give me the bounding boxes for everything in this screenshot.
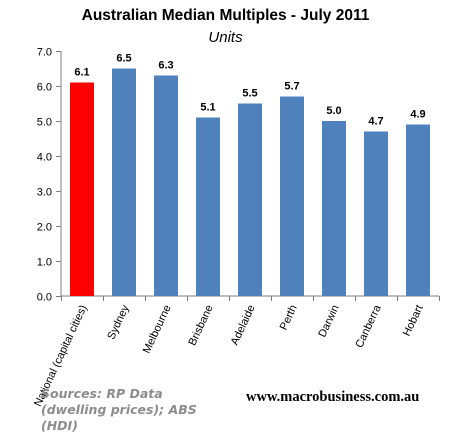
data-label: 4.7 bbox=[368, 116, 383, 128]
y-tick-label: 3.0 bbox=[37, 187, 52, 199]
bar bbox=[406, 124, 430, 296]
data-label: 5.7 bbox=[284, 81, 299, 93]
bar bbox=[364, 131, 388, 296]
y-tick-label: 0.0 bbox=[37, 292, 52, 304]
y-tick-label: 7.0 bbox=[37, 47, 52, 59]
data-label: 4.9 bbox=[410, 109, 425, 121]
category-label: Hobart bbox=[401, 303, 426, 338]
category-label: Darwin bbox=[316, 303, 341, 339]
data-label: 6.1 bbox=[74, 67, 89, 79]
category-label: Perth bbox=[278, 303, 300, 332]
category-label: Melbourne bbox=[141, 303, 174, 355]
data-label: 6.3 bbox=[158, 60, 173, 72]
bar bbox=[70, 82, 94, 296]
y-tick-label: 5.0 bbox=[37, 117, 52, 129]
data-label: 5.5 bbox=[242, 88, 257, 100]
bar bbox=[112, 68, 136, 296]
y-tick-label: 4.0 bbox=[37, 152, 52, 164]
data-label: 5.0 bbox=[326, 105, 341, 117]
bar bbox=[280, 96, 304, 296]
site-url: www.macrobusiness.com.au bbox=[246, 389, 420, 405]
source-note: Sources: RP Data (dwelling prices); ABS … bbox=[41, 386, 197, 433]
category-label: Canberra bbox=[353, 302, 384, 349]
data-label: 6.5 bbox=[116, 53, 131, 65]
y-tick-label: 1.0 bbox=[37, 257, 52, 269]
y-tick-label: 6.0 bbox=[37, 82, 52, 94]
bar bbox=[322, 121, 346, 296]
bar bbox=[154, 75, 178, 296]
chart-title: Australian Median Multiples - July 2011 bbox=[81, 7, 370, 24]
data-label: 5.1 bbox=[200, 102, 215, 114]
category-label: Adelaide bbox=[229, 303, 258, 347]
chart-subtitle: Units bbox=[208, 29, 243, 46]
bar bbox=[196, 117, 220, 296]
category-label: Brisbane bbox=[186, 303, 215, 347]
category-label: Sydney bbox=[105, 303, 132, 342]
bar bbox=[238, 103, 262, 296]
y-tick-label: 2.0 bbox=[37, 222, 52, 234]
